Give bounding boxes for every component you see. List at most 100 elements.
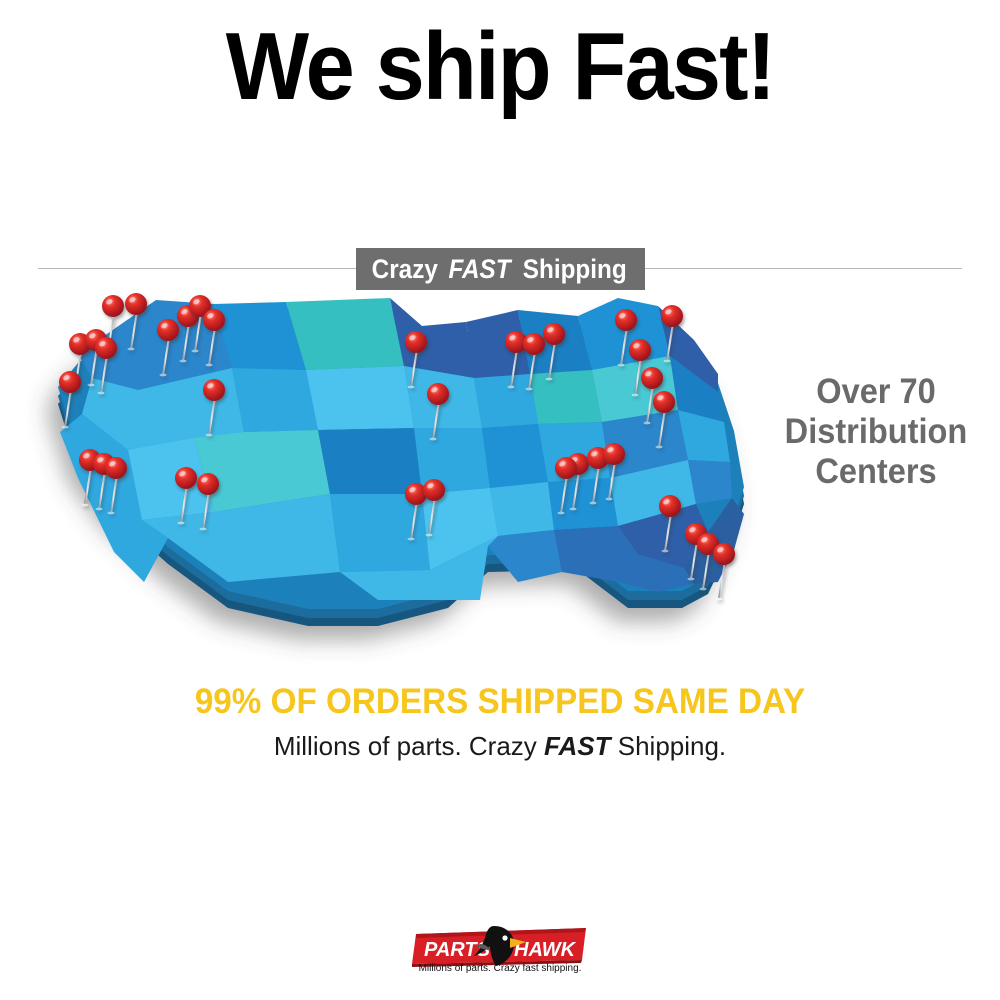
pin-tip bbox=[205, 363, 213, 367]
map-pin bbox=[95, 337, 117, 395]
pin-tip bbox=[205, 433, 213, 437]
logo-svg: PARTS HAWK bbox=[412, 926, 586, 967]
pin-highlight bbox=[129, 297, 136, 303]
pin-highlight bbox=[99, 341, 106, 347]
map-pin bbox=[659, 495, 681, 553]
pin-stem bbox=[690, 541, 698, 579]
map-pin bbox=[203, 379, 225, 437]
pin-head bbox=[423, 479, 445, 501]
pin-tip bbox=[407, 537, 415, 541]
pin-head bbox=[197, 473, 219, 495]
pin-tip bbox=[661, 549, 669, 553]
map-pin bbox=[523, 333, 545, 391]
same-day-claim: 99% OF ORDERS SHIPPED SAME DAY bbox=[194, 682, 806, 721]
pin-highlight bbox=[665, 309, 672, 315]
pin-tip bbox=[655, 445, 663, 449]
pin-stem bbox=[202, 491, 210, 529]
pin-head bbox=[125, 293, 147, 315]
map-pin bbox=[697, 533, 719, 591]
pin-tip bbox=[429, 437, 437, 441]
pin-head bbox=[95, 337, 117, 359]
pin-head bbox=[157, 319, 179, 341]
pin-stem bbox=[100, 355, 108, 393]
pin-stem bbox=[410, 501, 418, 539]
map-pin bbox=[505, 331, 527, 389]
pin-tip bbox=[87, 383, 95, 387]
pin-stem bbox=[130, 311, 138, 349]
map-pin bbox=[405, 483, 427, 541]
map-pin bbox=[543, 323, 565, 381]
pin-tip bbox=[589, 501, 597, 505]
pin-stem bbox=[90, 347, 98, 385]
pin-stem bbox=[428, 497, 436, 535]
logo-word-parts: PARTS bbox=[424, 939, 491, 961]
pin-tip bbox=[545, 377, 553, 381]
pin-head bbox=[203, 309, 225, 331]
pin-tip bbox=[81, 503, 89, 507]
pin-head bbox=[105, 457, 127, 479]
pin-tip bbox=[687, 577, 695, 581]
map-pin bbox=[189, 295, 211, 353]
map-pin bbox=[629, 339, 651, 397]
pin-head bbox=[405, 331, 427, 353]
subline-fast: FAST bbox=[544, 731, 611, 761]
pin-highlight bbox=[63, 375, 70, 381]
pin-tip bbox=[159, 373, 167, 377]
pin-head bbox=[427, 383, 449, 405]
pin-stem bbox=[180, 485, 188, 523]
us-distribution-map bbox=[18, 282, 778, 672]
map-pin bbox=[197, 473, 219, 531]
pin-stem bbox=[592, 465, 600, 503]
pin-stem bbox=[646, 385, 654, 423]
pin-stem bbox=[666, 323, 674, 361]
pin-tip bbox=[107, 511, 115, 515]
pin-tip bbox=[557, 511, 565, 515]
map-pin bbox=[661, 305, 683, 363]
pin-tip bbox=[699, 587, 707, 591]
subline-part2: Shipping. bbox=[617, 731, 727, 761]
parts-hawk-logo[interactable]: PARTS HAWK bbox=[410, 920, 590, 990]
pin-highlight bbox=[663, 499, 670, 505]
pin-tip bbox=[177, 521, 185, 525]
pin-tip bbox=[631, 393, 639, 397]
pin-tip bbox=[525, 387, 533, 391]
pin-stem bbox=[658, 409, 666, 447]
pin-stem bbox=[162, 337, 170, 375]
map-pin bbox=[105, 457, 127, 515]
pin-highlight bbox=[717, 547, 724, 553]
map-states bbox=[60, 298, 744, 600]
pin-stem bbox=[432, 401, 440, 439]
pin-stem bbox=[560, 475, 568, 513]
pin-head bbox=[555, 457, 577, 479]
pin-highlight bbox=[633, 343, 640, 349]
pin-stem bbox=[84, 467, 92, 505]
pin-highlight bbox=[701, 537, 708, 543]
pin-stem bbox=[702, 551, 710, 589]
pin-stem bbox=[528, 351, 536, 389]
dc-line-2: Distribution bbox=[784, 412, 968, 451]
pin-tip bbox=[715, 597, 723, 601]
pin-head bbox=[523, 333, 545, 355]
pin-highlight bbox=[207, 383, 214, 389]
subline: Millions of parts. Crazy FAST Shipping. bbox=[0, 730, 1000, 762]
map-pin bbox=[427, 383, 449, 441]
pin-stem bbox=[208, 397, 216, 435]
badge-text-part2: Shipping bbox=[522, 253, 627, 284]
pin-tip bbox=[605, 497, 613, 501]
pin-highlight bbox=[73, 337, 80, 343]
pin-highlight bbox=[207, 313, 214, 319]
map-pin bbox=[175, 467, 197, 525]
pin-head bbox=[543, 323, 565, 345]
pin-highlight bbox=[83, 453, 90, 459]
pin-highlight bbox=[179, 471, 186, 477]
pin-tip bbox=[95, 507, 103, 511]
pin-head bbox=[661, 305, 683, 327]
map-pin bbox=[157, 319, 179, 377]
pin-tip bbox=[191, 349, 199, 353]
pin-tip bbox=[199, 527, 207, 531]
pin-stem bbox=[548, 341, 556, 379]
map-pin bbox=[685, 523, 707, 581]
pin-highlight bbox=[559, 461, 566, 467]
map-pin bbox=[555, 457, 577, 515]
pin-tip bbox=[507, 385, 515, 389]
